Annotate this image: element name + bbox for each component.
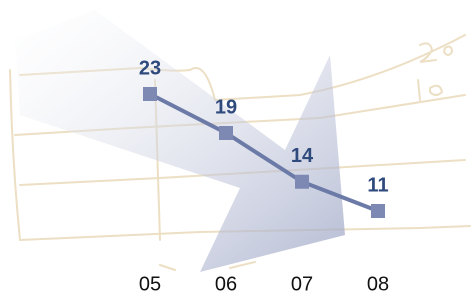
- data-label: 23: [139, 57, 161, 79]
- marker: [143, 87, 157, 101]
- chart: 05 06 07 08 23 19 14 11: [0, 0, 471, 297]
- marker: [371, 204, 385, 218]
- data-label: 14: [291, 145, 314, 167]
- x-tick-label: 06: [215, 273, 237, 295]
- data-label: 19: [215, 96, 237, 118]
- marker: [219, 126, 233, 140]
- data-label: 11: [367, 174, 388, 196]
- x-tick-label: 05: [139, 273, 161, 295]
- x-tick-label: 08: [367, 273, 389, 295]
- marker: [295, 175, 309, 189]
- x-tick-label: 07: [291, 273, 313, 295]
